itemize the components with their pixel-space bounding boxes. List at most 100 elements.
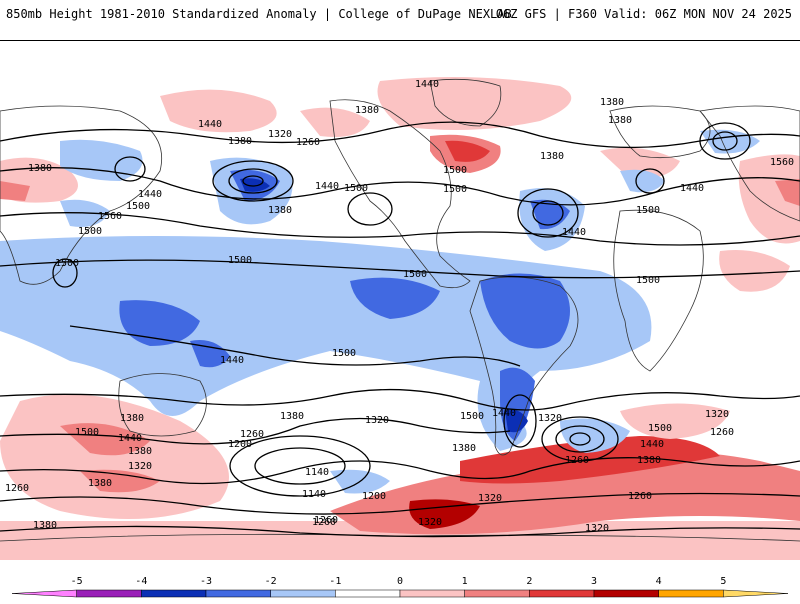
anomaly-fill — [190, 340, 230, 368]
anomaly-fill — [530, 199, 570, 230]
colorbar-segment — [141, 589, 207, 598]
contour-label: 1440 — [315, 181, 339, 192]
contour-low — [699, 122, 751, 160]
contour-label: 1380 — [637, 455, 661, 466]
coastline-africa — [613, 209, 704, 372]
contour-label: 1380 — [355, 105, 379, 116]
contour-label: 1380 — [608, 115, 632, 126]
contour-label: 1380 — [88, 478, 112, 489]
anomaly-fill — [80, 469, 160, 493]
contour-low — [212, 160, 294, 202]
contour-label: 1320 — [268, 129, 292, 140]
anomaly-fill — [300, 107, 370, 137]
contour-label: 1140 — [305, 467, 329, 478]
anomaly-fill — [719, 250, 790, 292]
anomaly-fill — [600, 147, 680, 180]
contour-label: 1440 — [415, 79, 439, 90]
contour-label: 1500 — [332, 348, 356, 359]
model-valid-time: 06Z GFS | F360 Valid: 06Z MON NOV 24 202… — [495, 7, 792, 21]
anomaly-fill — [505, 409, 528, 433]
colorbar-segment — [658, 589, 724, 598]
contour-label: 1200 — [362, 491, 386, 502]
contour-label: 1320 — [128, 461, 152, 472]
contour-label: 1260 — [628, 491, 652, 502]
contour-label: 1200 — [228, 439, 252, 450]
contour-label: 1380 — [128, 446, 152, 457]
contour-low — [635, 168, 665, 194]
anomaly-fill — [620, 169, 665, 193]
contour-line — [0, 457, 800, 485]
height-contours — [0, 121, 800, 538]
coastline-south-america — [469, 276, 579, 456]
contour-label: 1260 — [240, 429, 264, 440]
contour-label: 1320 — [418, 517, 442, 528]
contour-low — [52, 258, 78, 288]
anomaly-fill — [160, 89, 277, 133]
colorbar-tick-label: 3 — [591, 576, 597, 587]
contour-label: 1260 — [312, 517, 336, 528]
contour-label: 1500 — [344, 183, 368, 194]
colorbar-segment — [529, 589, 595, 598]
contour-low — [569, 432, 591, 446]
anomaly-fill — [350, 277, 440, 319]
colorbar-segment — [335, 589, 401, 598]
contour-label: 1500 — [636, 205, 660, 216]
contour-label: 1380 — [280, 411, 304, 422]
contour-label: 1500 — [55, 258, 79, 269]
contour-label: 1500 — [443, 165, 467, 176]
contour-low — [229, 435, 371, 497]
colorbar-tick-label: -4 — [135, 576, 147, 587]
contour-label: 1500 — [126, 201, 150, 212]
colorbar-segment — [464, 589, 530, 598]
coastline-north-america — [329, 99, 471, 289]
contour-label: 1260 — [296, 137, 320, 148]
colorbar-segment — [270, 589, 336, 598]
contour-label: 1500 — [228, 255, 252, 266]
contour-low — [242, 175, 264, 187]
header: 850mb Height 1981-2010 Standardized Anom… — [0, 0, 800, 40]
contour-line — [69, 325, 521, 367]
contour-low — [114, 156, 146, 182]
contour-line — [0, 525, 800, 538]
anomaly-fill — [377, 77, 572, 130]
contour-label: 1440 — [492, 408, 516, 419]
anomaly-fill — [60, 139, 143, 181]
contour-low — [517, 188, 579, 238]
contour-low — [532, 200, 564, 226]
anomaly-fill — [60, 423, 150, 456]
anomaly-map: 1440 1380 1380 1440 1380 1320 1260 1380 … — [0, 77, 800, 561]
colorbar-tick-label: 0 — [397, 576, 403, 587]
contour-label: 1260 — [314, 515, 338, 526]
contour-label: 1260 — [710, 427, 734, 438]
contour-label: 1320 — [478, 493, 502, 504]
contour-label: 1320 — [585, 523, 609, 534]
contour-label: 1440 — [198, 119, 222, 130]
contour-label: 1560 — [770, 157, 794, 168]
contour-label: 1260 — [5, 483, 29, 494]
contour-label: 1440 — [118, 433, 142, 444]
colorbar-tick-label: 1 — [462, 576, 468, 587]
colorbar-segment — [399, 589, 465, 598]
contour-label: 1500 — [636, 275, 660, 286]
colorbar-tick-label: -1 — [329, 576, 341, 587]
coastline-australia — [118, 373, 207, 437]
contour-label: 1440 — [138, 189, 162, 200]
contour-label: 1500 — [443, 184, 467, 195]
colorbar-segment — [76, 589, 142, 598]
contour-label: 1500 — [75, 427, 99, 438]
contour-label: 1500 — [460, 411, 484, 422]
contour-label: 1380 — [268, 205, 292, 216]
contour-low — [347, 192, 393, 226]
contour-label: 1440 — [220, 355, 244, 366]
coastline-asia — [0, 105, 162, 285]
contour-low — [712, 131, 738, 151]
contour-label: 1500 — [78, 226, 102, 237]
colorbar-segments — [11, 589, 789, 598]
contour-label: 1380 — [28, 163, 52, 174]
contour-label: 1440 — [680, 183, 704, 194]
anomaly-fill — [620, 403, 730, 439]
contour-label: 1380 — [120, 413, 144, 424]
colorbar-svg: -5 -4 -3 -2 -1 0 1 2 3 4 5 — [11, 576, 789, 598]
anomaly-fill — [0, 394, 229, 519]
colorbar-segment — [723, 589, 789, 598]
